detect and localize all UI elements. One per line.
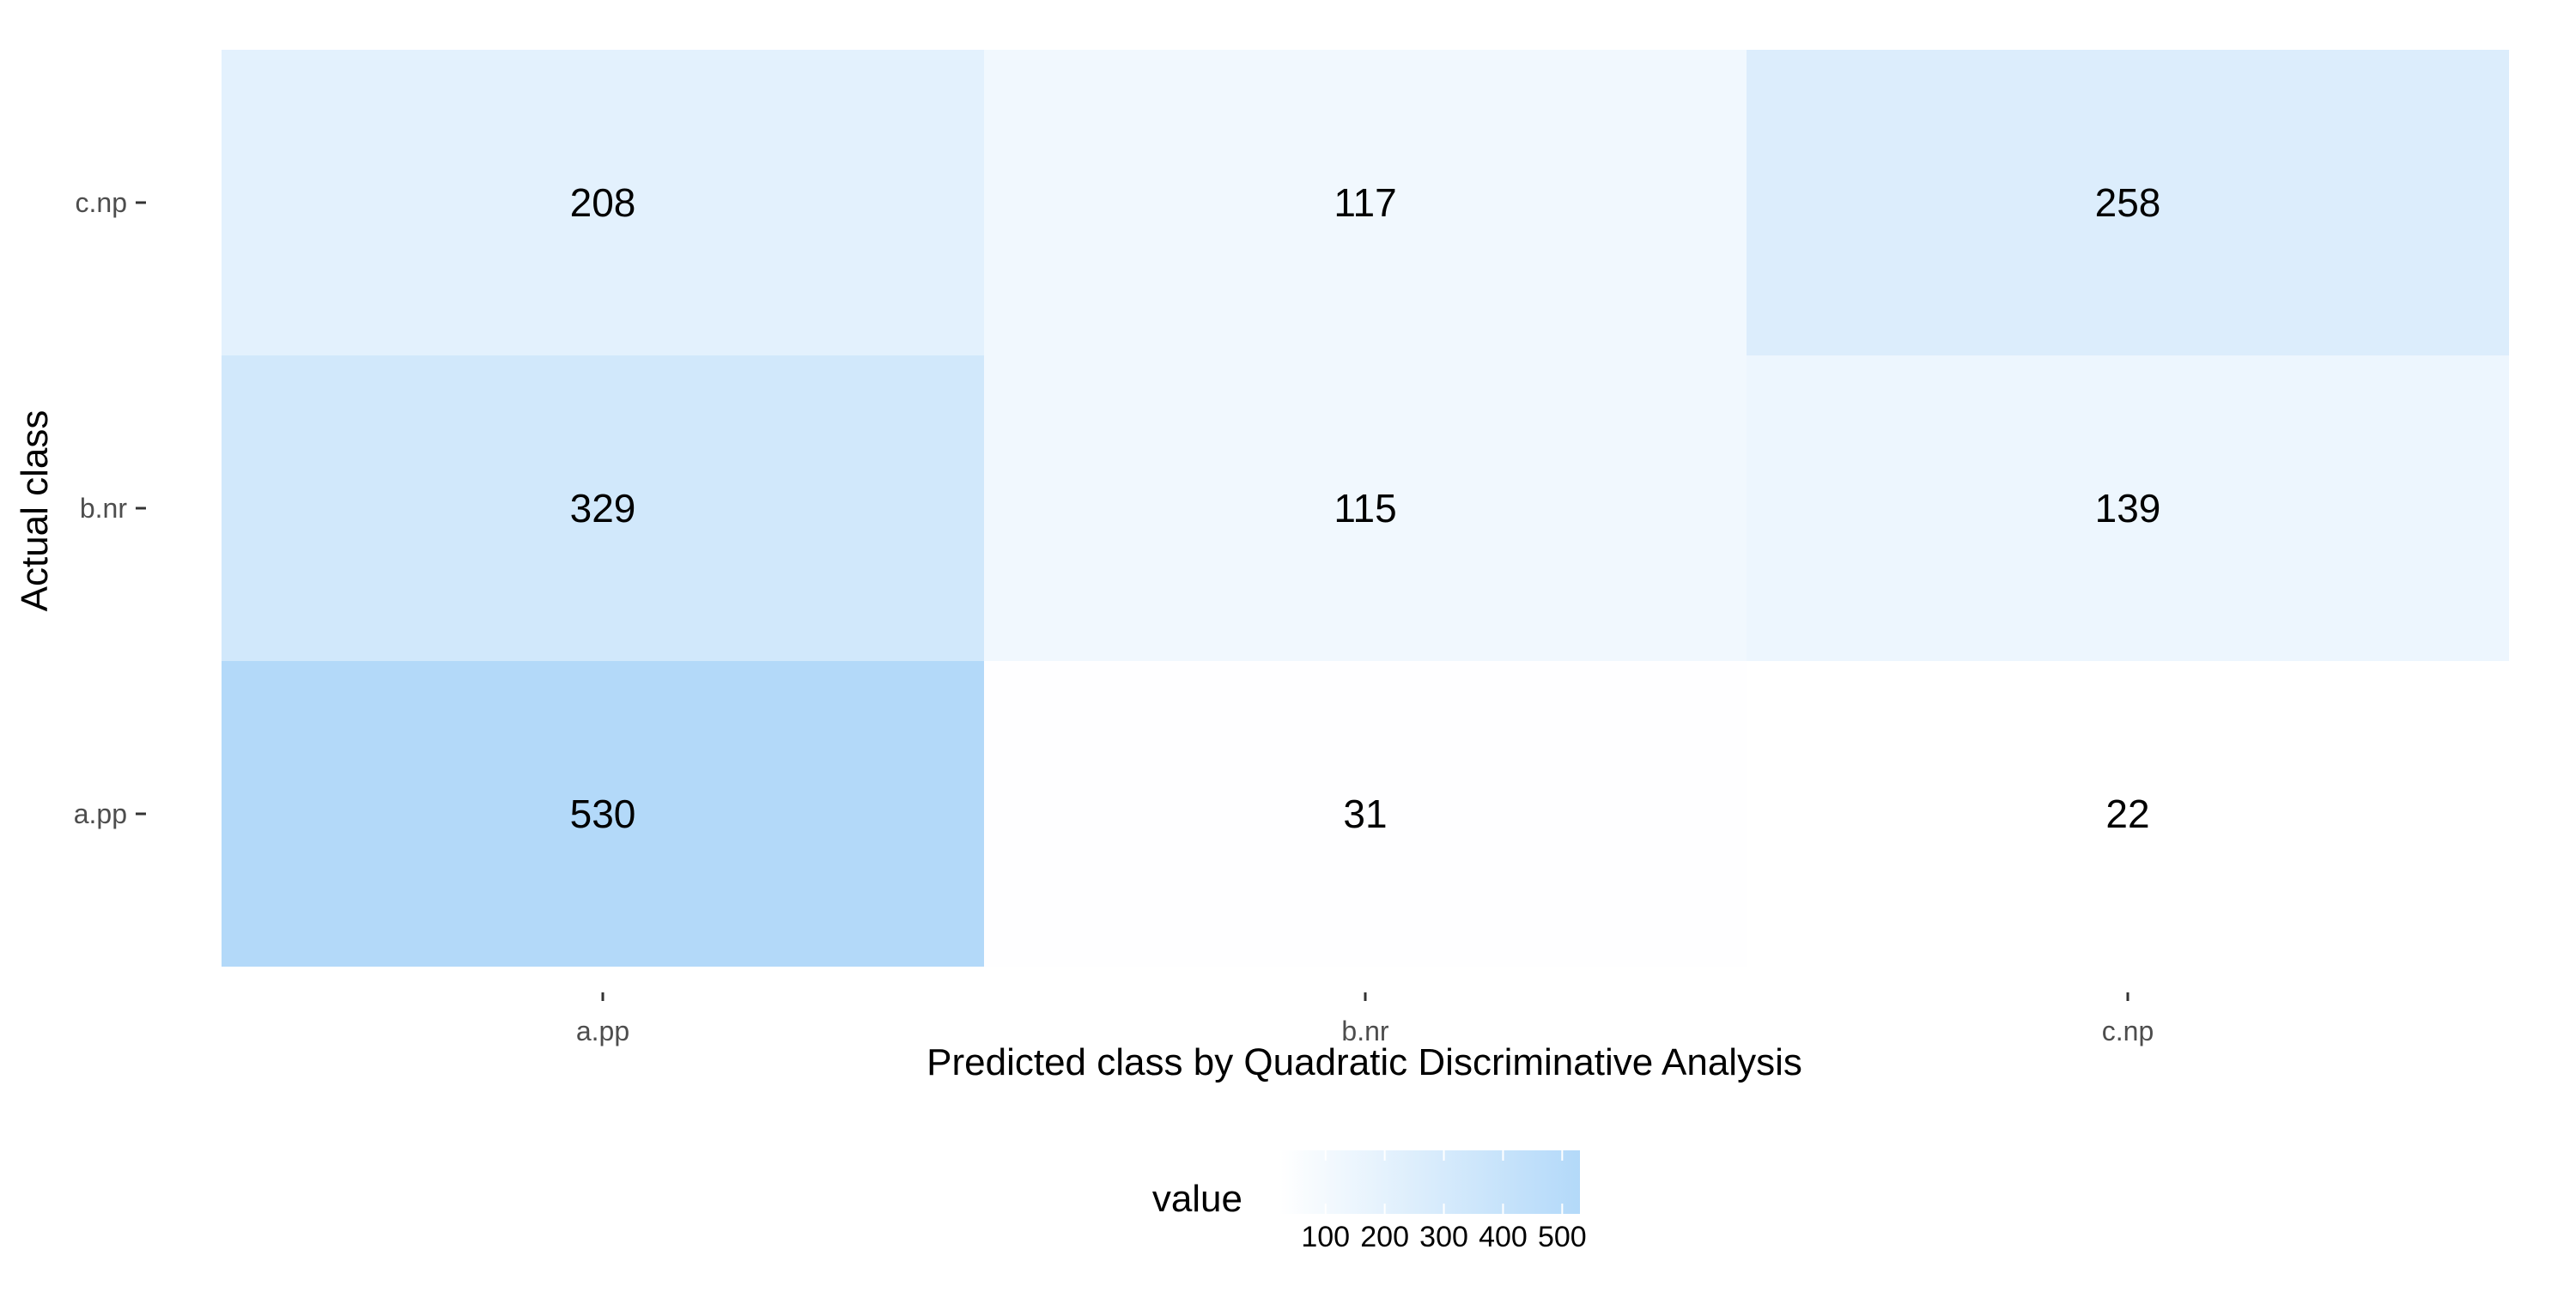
legend-tick-label: 400 xyxy=(1479,1221,1528,1253)
cell-value-label: 31 xyxy=(1343,792,1387,836)
cell-value-label: 258 xyxy=(2095,180,2161,225)
heatmap-cell xyxy=(984,355,1747,661)
heatmap-cell xyxy=(984,50,1747,355)
legend-tick-label: 200 xyxy=(1360,1221,1409,1253)
cell-value-label: 530 xyxy=(570,792,636,836)
legend-title: value xyxy=(1152,1178,1242,1220)
x-tick-label: b.nr xyxy=(1341,1016,1388,1046)
y-tick-label: a.pp xyxy=(74,798,127,829)
cell-value-label: 329 xyxy=(570,486,636,531)
heatmap-cell xyxy=(1747,50,2509,355)
x-axis-title: Predicted class by Quadratic Discriminat… xyxy=(927,1041,1802,1083)
color-legend: value 100 200 300 400 500 xyxy=(1152,1150,1587,1253)
y-tick-label: c.np xyxy=(76,187,127,218)
legend-tick-label: 500 xyxy=(1538,1221,1587,1253)
legend-colorbar xyxy=(1279,1150,1580,1214)
heatmap-cell xyxy=(984,661,1747,967)
cell-value-label: 22 xyxy=(2105,792,2149,836)
heatmap-cell xyxy=(222,661,984,967)
axes: a.pp b.nr c.np a.pp b.nr c.np xyxy=(74,187,2154,1046)
heatmap-cell xyxy=(1747,355,2509,661)
heatmap-cell xyxy=(222,50,984,355)
cell-value-label: 139 xyxy=(2095,486,2161,531)
cell-value-label: 115 xyxy=(1334,486,1396,531)
legend-tick-label: 100 xyxy=(1301,1221,1350,1253)
y-tick-label: b.nr xyxy=(80,493,127,524)
x-tick-label: a.pp xyxy=(576,1016,629,1046)
heatmap-cell xyxy=(222,355,984,661)
heatmap-cells: 208 117 258 329 115 139 530 31 22 xyxy=(222,50,2509,967)
x-tick-label: c.np xyxy=(2102,1016,2154,1046)
y-axis-title: Actual class xyxy=(14,410,56,612)
legend-tick-label: 300 xyxy=(1419,1221,1468,1253)
cell-value-label: 117 xyxy=(1334,180,1396,225)
cell-value-label: 208 xyxy=(570,180,636,225)
heatmap-cell xyxy=(1747,661,2509,967)
